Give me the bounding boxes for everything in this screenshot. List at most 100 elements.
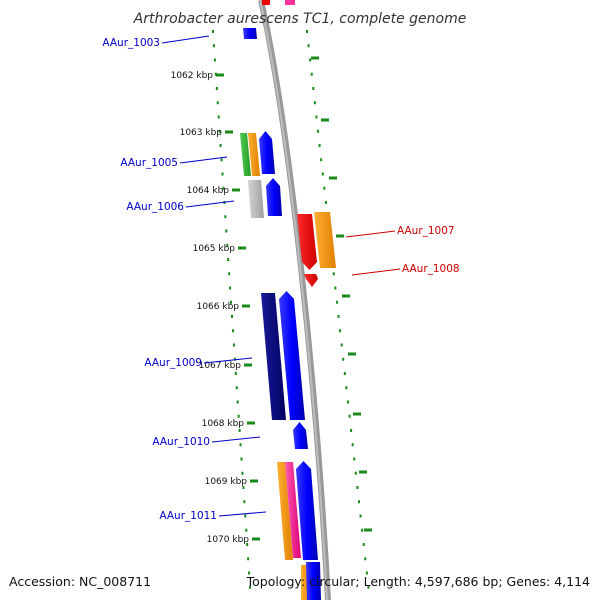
ring-dot: [236, 400, 239, 404]
gene-orange-reverse: [314, 212, 336, 268]
ring-dot: [307, 44, 310, 48]
gene-aaur-1008: [304, 274, 318, 287]
ring-dot: [229, 286, 232, 290]
tick-label: 1062 kbp: [171, 71, 214, 81]
ring-dot: [235, 386, 238, 390]
gene-leader-line: [211, 436, 261, 443]
ring-dot: [221, 172, 224, 176]
gene-partial-orange: [301, 565, 311, 600]
ring-dot: [241, 471, 244, 475]
ring-dot: [323, 186, 326, 190]
ring-dot: [240, 457, 243, 461]
gene-leader-line: [185, 200, 235, 208]
gene-label-aaur-1011[interactable]: AAur_1011: [159, 510, 217, 522]
accession-text: Accession: NC_008711: [9, 574, 151, 589]
gene-aaur-1011: [296, 461, 318, 560]
ring-dot: [367, 585, 370, 589]
ring-dot: [218, 129, 221, 133]
ring-dot: [224, 215, 227, 219]
ring-dot: [356, 486, 359, 489]
ring-dot: [310, 72, 313, 76]
scale-ticks: 1062 kbp 1063 kbp 1064 kbp 1065 kbp 1066 kbp…: [171, 56, 372, 545]
ring-dot: [340, 343, 343, 347]
ring-dot: [359, 514, 362, 518]
gene-leader-line: [351, 268, 401, 276]
ring-dot: [213, 58, 216, 62]
ring-dot: [343, 372, 346, 375]
ring-dot: [239, 443, 242, 447]
tick-label: 1070 kbp: [207, 535, 250, 545]
ring-dot: [318, 144, 321, 147]
ring-dot: [245, 528, 248, 532]
gene-label-aaur-1005[interactable]: AAur_1005: [120, 157, 178, 169]
topology-text: Topology: circular; Length: 4,597,686 bp…: [246, 574, 590, 589]
ring-dot: [234, 372, 237, 375]
ring-dot: [249, 585, 252, 589]
ring-dot: [361, 528, 364, 532]
ring-dot: [321, 172, 324, 176]
ring-dot: [306, 30, 308, 33]
gene-label-aaur-1008[interactable]: AAur_1008: [402, 263, 460, 275]
ring-dot: [215, 87, 218, 90]
ring-dot: [225, 229, 228, 233]
gene-gray: [248, 180, 264, 218]
gene-leader-line: [345, 230, 396, 238]
ring-dot: [216, 101, 219, 105]
gene-partial-red: [262, 0, 270, 5]
gene-aaur-1009: [279, 291, 305, 420]
map-title: Arthrobacter aurescens TC1, complete gen…: [133, 11, 467, 27]
gene-label-aaur-1010[interactable]: AAur_1010: [152, 436, 210, 448]
inner-dotted-ring: [212, 30, 252, 589]
ring-dot: [214, 72, 217, 76]
gene-green: [240, 133, 251, 176]
ring-dot: [217, 115, 220, 119]
ring-dot: [317, 129, 320, 133]
ring-dot: [320, 158, 323, 162]
dotted-rings: [212, 30, 370, 589]
gene-leader-line: [203, 357, 253, 364]
gene-orange-lower: [277, 462, 293, 560]
gene-label-aaur-1007[interactable]: AAur_1007: [397, 225, 455, 237]
ring-dot: [219, 144, 222, 147]
ring-dot: [220, 158, 223, 162]
ring-dot: [335, 300, 338, 304]
gene-aaur-1005: [259, 131, 275, 174]
genome-backbone-highlight: [259, 0, 328, 600]
ring-dot: [246, 543, 249, 546]
ring-dot: [232, 343, 235, 347]
ring-dot: [365, 571, 368, 575]
gene-pink: [285, 462, 301, 558]
tick-label: 1069 kbp: [205, 477, 248, 487]
ring-dot: [348, 414, 351, 418]
gene-label-aaur-1009[interactable]: AAur_1009: [144, 357, 202, 369]
ring-dot: [354, 471, 357, 475]
gene-orange: [248, 133, 260, 176]
gene-aaur-1010: [293, 422, 308, 449]
ring-dot: [226, 243, 229, 247]
ring-dot: [362, 543, 365, 546]
ring-dot: [227, 258, 230, 261]
ring-dot: [243, 500, 246, 504]
gene-label-aaur-1006[interactable]: AAur_1006: [126, 201, 184, 213]
ring-dot: [334, 286, 337, 290]
ring-dot: [350, 429, 353, 432]
ring-dot: [238, 429, 241, 432]
ring-dot: [313, 101, 316, 105]
ring-dot: [357, 500, 360, 504]
outer-dotted-ring: [306, 30, 370, 589]
ring-dot: [342, 357, 345, 361]
gene-labels: AAur_1003 AAur_1005 AAur_1006 AAur_1007 AAur…: [102, 35, 460, 522]
tick-label: 1065 kbp: [193, 244, 236, 254]
gene-aaur-1007: [297, 214, 317, 270]
gene-leader-line: [161, 35, 210, 44]
ring-dot: [337, 315, 340, 318]
ring-dot: [351, 443, 354, 447]
ring-dot: [248, 571, 251, 575]
ring-dot: [247, 557, 250, 561]
ring-dot: [231, 329, 234, 333]
gene-label-aaur-1003[interactable]: AAur_1003: [102, 37, 160, 49]
ring-dot: [346, 400, 349, 404]
ring-dot: [339, 329, 342, 333]
gene-features: [240, 0, 336, 600]
